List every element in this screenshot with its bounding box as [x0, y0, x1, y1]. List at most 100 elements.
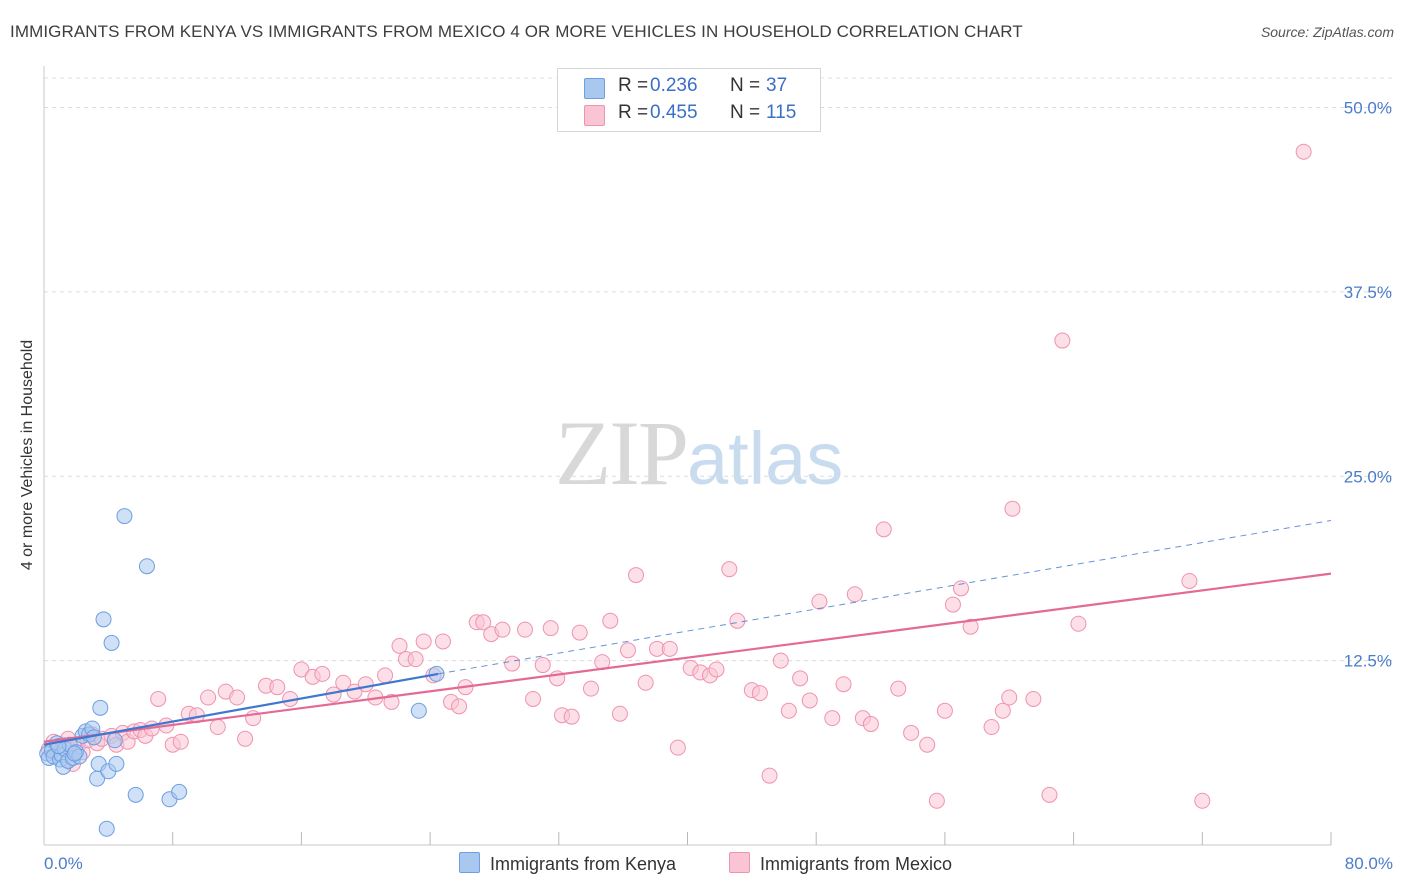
- mexico-point: [1181, 572, 1198, 589]
- mexico-point: [994, 702, 1011, 719]
- watermark-atlas: atlas: [687, 417, 844, 500]
- legend-r-value: 0.236: [650, 75, 698, 96]
- mexico-point: [824, 710, 841, 727]
- kenya-point: [127, 786, 144, 803]
- kenya-point: [92, 699, 109, 716]
- bottom-legend-swatch-mexico: [729, 852, 750, 873]
- mexico-point: [200, 689, 217, 706]
- legend-swatch-mexico: [584, 105, 605, 126]
- kenya-trend-extension: [438, 520, 1332, 675]
- mexico-point: [209, 719, 226, 735]
- mexico-point: [504, 655, 521, 672]
- mexico-point: [846, 586, 863, 603]
- legend-r-label: R =: [618, 102, 649, 123]
- mexico-point: [962, 618, 979, 635]
- mexico-point: [669, 739, 686, 756]
- mexico-point: [801, 692, 818, 709]
- x-tick-label: 0.0%: [44, 854, 83, 873]
- bottom-legend-kenya: Immigrants from Kenya: [459, 852, 676, 876]
- mexico-point: [269, 679, 286, 696]
- mexico-point: [835, 676, 852, 693]
- mexico-point: [293, 661, 310, 678]
- mexico-point: [1070, 615, 1087, 632]
- chart-title: IMMIGRANTS FROM KENYA VS IMMIGRANTS FROM…: [10, 22, 1023, 41]
- mexico-point: [434, 633, 451, 650]
- mexico-point: [563, 708, 580, 725]
- mexico-point: [415, 633, 432, 650]
- mexico-point: [628, 567, 645, 584]
- mexico-point: [494, 621, 511, 638]
- legend-n-label: N =: [730, 102, 761, 123]
- kenya-point: [116, 508, 133, 525]
- mexico-point: [571, 624, 588, 641]
- mexico-point: [172, 733, 189, 750]
- y-tick-label: 12.5%: [1344, 652, 1392, 671]
- mexico-point: [780, 702, 797, 719]
- bottom-legend-label-kenya: Immigrants from Kenya: [490, 854, 677, 874]
- bottom-legend-swatch-kenya: [459, 852, 480, 873]
- mexico-point: [534, 657, 551, 674]
- mexico-point: [772, 652, 789, 669]
- mexico-point: [1054, 332, 1071, 349]
- mexico-point: [1194, 792, 1211, 809]
- mexico-point: [661, 640, 678, 657]
- mexico-point: [936, 702, 953, 719]
- kenya-point: [108, 755, 125, 772]
- bottom-legend-label-mexico: Immigrants from Mexico: [760, 854, 953, 874]
- mexico-point: [407, 651, 424, 668]
- watermark-zip: ZIP: [555, 402, 689, 504]
- mexico-point: [391, 637, 408, 654]
- mexico-point: [1001, 689, 1018, 706]
- mexico-point: [229, 689, 246, 706]
- legend-r-label: R =: [618, 75, 649, 96]
- mexico-point: [377, 667, 394, 684]
- mexico-point: [582, 680, 599, 697]
- source-label: Source: ZipAtlas.com: [1260, 24, 1394, 40]
- mexico-point: [811, 593, 828, 610]
- mexico-point: [150, 690, 167, 707]
- kenya-trend-line: [43, 672, 439, 746]
- legend-swatch-kenya: [584, 78, 605, 99]
- kenya-point: [103, 634, 120, 651]
- mexico-point: [890, 680, 907, 697]
- mexico-point: [903, 724, 920, 741]
- mexico-point: [928, 792, 945, 809]
- mexico-point: [1041, 786, 1058, 803]
- mexico-point: [525, 690, 542, 707]
- mexico-point: [602, 612, 619, 629]
- mexico-point: [451, 698, 468, 715]
- mexico-point: [1295, 143, 1312, 160]
- mexico-point: [944, 596, 961, 613]
- mexico-trend-line: [43, 572, 1332, 743]
- bottom-legend-mexico: Immigrants from Mexico: [729, 852, 952, 876]
- mexico-point: [729, 612, 746, 629]
- mexico-point: [357, 676, 374, 693]
- mexico-point: [611, 705, 628, 722]
- kenya-point: [410, 702, 427, 719]
- mexico-point: [952, 580, 969, 597]
- mexico-point: [862, 716, 879, 733]
- mexico-point: [619, 642, 636, 659]
- legend-r-value: 0.455: [650, 102, 698, 123]
- mexico-point: [517, 621, 534, 638]
- kenya-point: [95, 611, 112, 628]
- mexico-point: [761, 767, 778, 784]
- correlation-legend: R = 0.236 N = 37 R = 0.455 N = 115: [557, 68, 821, 132]
- y-tick-label: 25.0%: [1344, 467, 1392, 486]
- legend-n-value: 37: [766, 75, 788, 96]
- watermark: ZIPatlas: [555, 400, 843, 506]
- legend-n-value: 115: [766, 102, 797, 123]
- mexico-point: [792, 670, 809, 687]
- mexico-point: [919, 736, 936, 753]
- mexico-point: [1004, 500, 1021, 517]
- mexico-point: [383, 693, 400, 710]
- mexico-point: [475, 614, 492, 631]
- kenya-point: [138, 558, 155, 575]
- y-tick-label: 37.5%: [1344, 283, 1392, 302]
- mexico-point: [875, 521, 892, 538]
- mexico-point: [542, 620, 559, 637]
- mexico-point: [721, 561, 738, 578]
- mexico-point: [751, 685, 768, 702]
- mexico-point: [637, 674, 654, 691]
